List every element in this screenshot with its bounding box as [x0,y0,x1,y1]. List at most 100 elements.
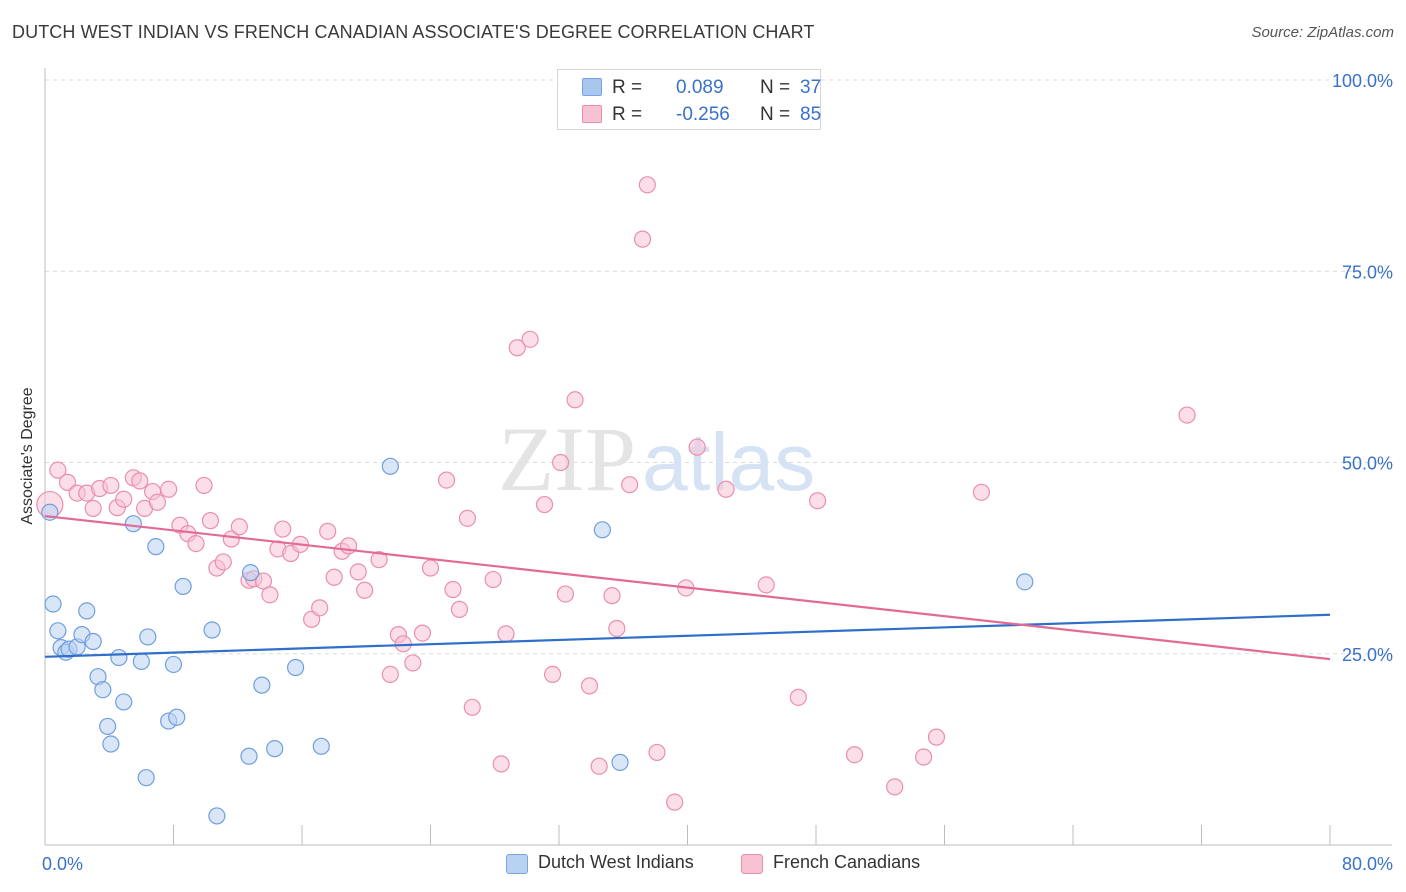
dutch-west-indian-point [94,681,112,699]
dutch-west-indian-point [84,632,102,651]
french-canadian-point [458,509,477,527]
french-canadian-point [666,793,684,811]
french-canadian-point [381,665,399,684]
y-tick-label: 25.0% [1342,645,1393,665]
dutch-west-indian-point [203,621,221,639]
french-canadian-point [633,230,652,248]
dutch-west-indian-point [49,622,67,640]
dutch-west-indian-point [99,717,117,736]
legend-swatch-blue [506,854,528,874]
x-tick-label: 80.0% [1342,854,1393,874]
legend-label: Dutch West Indians [538,852,694,872]
dutch-west-indian-point [168,708,186,726]
french-canadian-point [413,624,432,642]
french-canadian-point [319,522,337,540]
french-canadian-point [102,476,120,495]
french-canadian-point [349,563,367,581]
legend-swatch-pink [741,854,763,874]
dutch-west-indian-point [164,655,183,674]
trend-lines [44,514,1331,661]
french-canadian-point [972,483,991,501]
axes [44,68,1392,846]
french-canadian-point [230,518,248,536]
dutch-west-indian-point [253,676,271,694]
french-canadian-point [261,586,279,604]
dutch-west-indian-point [1016,573,1034,591]
french-canadian-point [886,778,904,796]
french-canadian-point [201,512,220,530]
dutch-west-indian-point [102,735,120,753]
n-label: N = [760,77,791,98]
french-canadian-point [58,473,77,491]
dutch-west-indian-point [266,740,284,758]
french-canadian-point [927,728,946,746]
x-tick-label: 0.0% [42,854,83,874]
french-canadian-point [603,587,621,605]
french-canadian-point [535,495,554,514]
legend-swatch-blue [582,78,602,96]
french-canadian-point [274,520,292,538]
y-tick-label: 50.0% [1342,454,1393,474]
french-canadian-point [356,581,374,599]
french-canadian-point [648,743,666,762]
french-canadian-point [621,476,639,494]
french-canadian-point [809,492,827,510]
y-tick-label: 100.0% [1332,71,1393,91]
french-canadian-trend-line [44,514,1331,661]
dutch-west-indian-point [240,747,258,765]
french-canadian-point [148,493,167,511]
dutch-west-indian-point [174,577,192,596]
french-canadian-point [450,600,469,618]
legend-label: French Canadians [773,852,921,872]
scatter-points [36,176,1196,825]
tick-labels: 25.0% 50.0% 75.0% 100.0% 0.0% 80.0% [42,71,1393,874]
french-canadian-point [437,471,456,489]
french-canadian-point [370,551,388,569]
french-canadian-point [845,746,864,764]
french-canadian-point [1178,406,1196,424]
dutch-west-indian-point [312,737,330,755]
dutch-west-indian-point [115,693,133,711]
dutch-west-indian-point [137,769,155,787]
french-canadian-point [552,453,570,472]
french-canadian-point [325,568,343,586]
y-axis-label: Associate's Degree [19,387,36,525]
n-label: N = [760,104,791,125]
french-canadian-point [492,755,510,773]
dutch-west-indian-point [611,753,629,771]
french-canadian-point [566,391,584,409]
french-canadian-point [521,330,539,348]
r-value: 0.089 [676,77,724,98]
french-canadian-point [222,530,240,548]
french-canadian-point [717,480,735,498]
dutch-west-indian-point [110,648,128,667]
french-canadian-point [757,576,775,594]
french-canadian-point [463,698,481,716]
legend-swatch-pink [582,105,602,123]
french-canadian-point [214,553,232,571]
french-canadian-point [580,677,599,695]
french-canadian-point [84,499,102,517]
dutch-west-indian-point [381,457,399,475]
r-label: R = [612,77,643,98]
french-canadian-point [497,625,515,643]
n-value: 37 [800,77,822,98]
french-canadian-point [508,339,526,357]
n-value: 85 [800,104,822,125]
french-canadian-point [638,176,656,194]
french-canadian-point [915,748,933,766]
dutch-west-indian-point [208,807,226,825]
french-canadian-point [187,534,205,553]
french-canadian-point [590,757,608,775]
french-canadian-point [789,688,807,706]
dutch-west-indian-point [286,658,305,677]
french-canadian-point [131,472,149,490]
dutch-west-indian-point [139,628,157,646]
dutch-west-indian-point [242,564,260,582]
french-canadian-point [608,619,626,638]
french-canadian-point [195,476,213,495]
french-canadian-point [404,654,422,672]
r-value: -0.256 [676,104,730,125]
dutch-west-indian-point [124,515,142,533]
french-canadian-point [160,480,178,498]
